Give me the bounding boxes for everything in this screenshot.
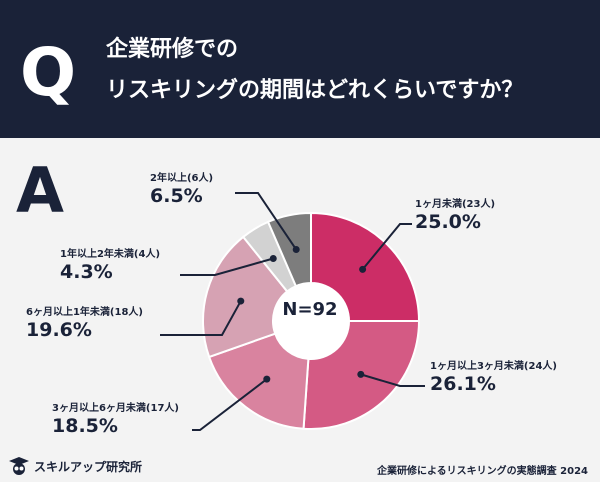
slice-6-percent: 6.5% bbox=[150, 185, 203, 207]
slice-1-name: 1ヶ月未満(23人) bbox=[415, 199, 496, 210]
source-caption: 企業研修によるリスキリングの実態調査 2024 bbox=[376, 466, 588, 477]
leader-dot-3 bbox=[263, 375, 271, 383]
legend-slice-6: 2年以上(6人) 6.5% bbox=[150, 172, 213, 207]
slice-1-percent: 25.0% bbox=[415, 211, 481, 233]
legend-slice-2: 1ヶ月以上3ヶ月未満(24人) 26.1% bbox=[430, 360, 557, 395]
slice-4-name: 6ヶ月以上1年未満(18人) bbox=[26, 307, 143, 318]
legend-slice-3: 3ヶ月以上6ヶ月未満(17人) 18.5% bbox=[52, 402, 179, 437]
question-mark: Q bbox=[20, 34, 77, 111]
slice-5-name: 1年以上2年未満(4人) bbox=[60, 249, 161, 260]
slice-2-name: 1ヶ月以上3ヶ月未満(24人) bbox=[430, 361, 557, 372]
leader-line-3 bbox=[192, 378, 268, 431]
donut-center bbox=[273, 283, 349, 359]
leader-line-2 bbox=[360, 373, 425, 387]
slice-5-percent: 4.3% bbox=[60, 261, 113, 283]
slice-2-percent: 26.1% bbox=[430, 373, 496, 395]
leader-dot-4 bbox=[237, 297, 245, 305]
brand-logo: スキルアップ研究所 bbox=[8, 456, 142, 476]
answer-mark: A bbox=[16, 154, 64, 227]
leader-line-4 bbox=[160, 300, 242, 336]
slice-3-name: 3ヶ月以上6ヶ月未満(17人) bbox=[52, 403, 179, 414]
question-title-line2: リスキリングの期間はどれくらいですか？ bbox=[106, 78, 524, 103]
legend-slice-5: 1年以上2年未満(4人) 4.3% bbox=[60, 248, 160, 283]
slice-3-percent: 18.5% bbox=[52, 415, 118, 437]
owl-icon bbox=[9, 457, 29, 475]
leader-line-1 bbox=[361, 223, 412, 271]
brand-name: スキルアップ研究所 bbox=[34, 459, 143, 474]
leader-dot-2 bbox=[357, 370, 365, 378]
slice-6-name: 2年以上(6人) bbox=[150, 173, 214, 184]
leader-dot-1 bbox=[359, 265, 367, 273]
slice-4-percent: 19.6% bbox=[26, 319, 92, 341]
legend-slice-4: 6ヶ月以上1年未満(18人) 19.6% bbox=[26, 306, 143, 341]
leader-dot-5 bbox=[269, 255, 277, 263]
leader-line-6 bbox=[235, 192, 298, 251]
question-title-line1: 企業研修での bbox=[106, 37, 239, 62]
question-header: Q 企業研修での リスキリングの期間はどれくらいですか？ bbox=[0, 0, 600, 138]
sample-size-label: N=92 bbox=[282, 299, 338, 320]
leader-dot-6 bbox=[292, 246, 300, 254]
leader-line-5 bbox=[180, 257, 274, 276]
legend-slice-1: 1ヶ月未満(23人) 25.0% bbox=[415, 198, 495, 233]
